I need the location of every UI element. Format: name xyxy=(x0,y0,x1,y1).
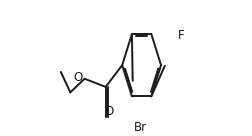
Text: Br: Br xyxy=(134,121,147,134)
Text: O: O xyxy=(104,105,114,118)
Text: O: O xyxy=(74,71,83,84)
Text: F: F xyxy=(178,29,185,42)
